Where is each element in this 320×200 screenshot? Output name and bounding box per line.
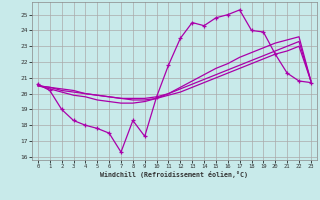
X-axis label: Windchill (Refroidissement éolien,°C): Windchill (Refroidissement éolien,°C)	[100, 171, 248, 178]
